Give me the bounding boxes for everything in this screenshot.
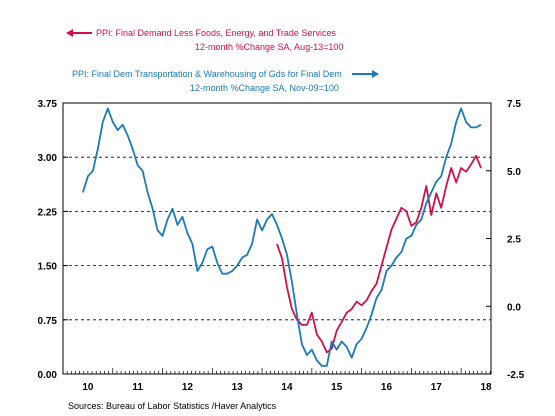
y-right-tick-label: 0.0: [507, 302, 521, 313]
y-right-tick-label: 5.0: [507, 167, 521, 178]
source-note: Sources: Bureau of Labor Statistics /Hav…: [68, 401, 277, 411]
x-tick-label: 11: [132, 382, 143, 393]
y-left-tick-label: 0.75: [38, 316, 58, 327]
plot-area: [62, 102, 492, 375]
y-left-tick-label: 2.25: [38, 207, 58, 218]
y-right-tick-label: 7.5: [507, 99, 521, 110]
legend-series-b-subtitle: 12-month %Change SA, Nov-09=100: [190, 83, 339, 93]
y-left-tick-label: 3.00: [38, 153, 58, 164]
gridlines: [63, 156, 491, 321]
x-tick-label: 14: [281, 382, 293, 393]
series-line-final-demand-less-foods: [276, 154, 482, 354]
series-line-transportation-warehousing: [82, 107, 482, 367]
y-right-tick-label: -2.5: [507, 370, 525, 381]
x-axis: 10 11 12 13 14 15 16 17 18: [62, 368, 492, 393]
legend-series-a-subtitle: 12-month %Change SA, Aug-13=100: [195, 42, 343, 52]
legend-series-b-title: PPI: Final Dem Transportation & Warehous…: [72, 69, 342, 79]
legend-series-a-title: PPI: Final Demand Less Foods, Energy, an…: [96, 28, 336, 38]
legend-arrow-right-icon: [352, 70, 379, 78]
y-left-tick-label: 1.50: [38, 262, 58, 273]
legend: PPI: Final Demand Less Foods, Energy, an…: [66, 28, 379, 93]
x-tick-label: 18: [480, 382, 492, 393]
series-lines: [82, 107, 482, 367]
x-tick-label: 16: [381, 382, 393, 393]
y-axis-right: -2.5 0.0 2.5 5.0 7.5: [486, 99, 525, 381]
x-tick-label: 12: [182, 382, 194, 393]
y-right-tick-label: 2.5: [507, 235, 521, 246]
legend-arrow-left-icon: [66, 29, 92, 37]
y-axis-left: 0.00 0.75 1.50 2.25 3.00 3.75: [38, 99, 68, 381]
y-left-tick-label: 0.00: [38, 370, 58, 381]
x-tick-label: 15: [331, 382, 343, 393]
x-tick-label: 13: [232, 382, 244, 393]
y-left-tick-label: 3.75: [38, 99, 58, 110]
x-tick-label: 10: [82, 382, 94, 393]
x-tick-label: 17: [431, 382, 443, 393]
